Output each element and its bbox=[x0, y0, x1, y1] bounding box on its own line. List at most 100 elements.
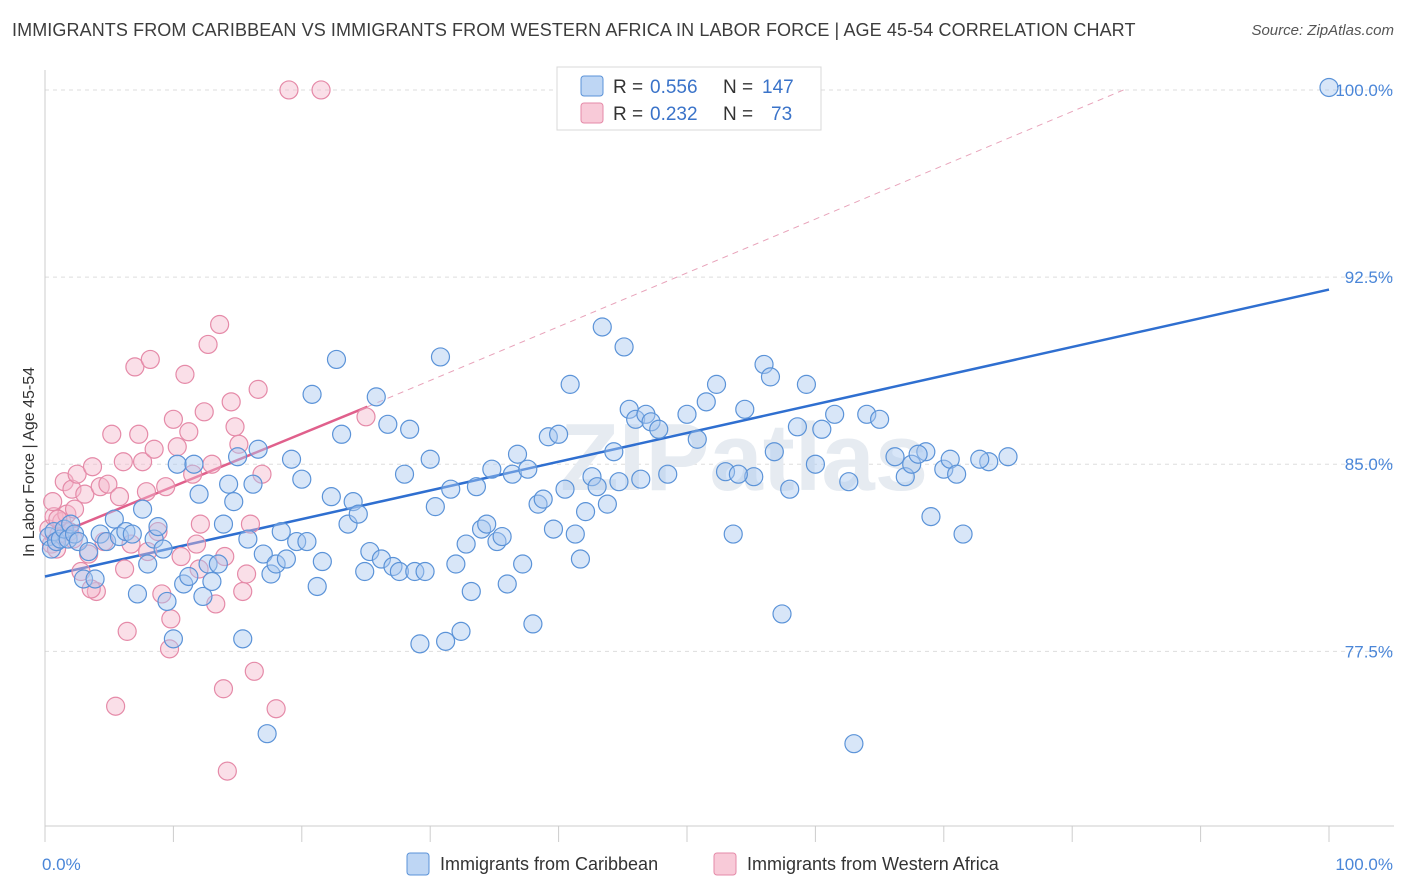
caribbean-point bbox=[744, 467, 764, 487]
caribbean-point bbox=[921, 507, 941, 527]
caribbean-point bbox=[297, 531, 317, 552]
caribbean-point bbox=[570, 549, 591, 569]
western-africa-point bbox=[171, 546, 191, 567]
western-africa-point bbox=[140, 349, 160, 370]
caribbean-point bbox=[723, 524, 743, 544]
western-africa-point bbox=[67, 464, 87, 484]
caribbean-point bbox=[405, 561, 425, 582]
legend-r-label: R = bbox=[613, 77, 643, 98]
caribbean-point bbox=[321, 487, 341, 507]
western-africa-trend-extension bbox=[367, 89, 1124, 408]
western-africa-point bbox=[136, 482, 157, 502]
caribbean-point bbox=[122, 524, 142, 544]
caribbean-point bbox=[307, 576, 327, 597]
caribbean-point bbox=[482, 459, 502, 479]
western-africa-point bbox=[81, 579, 101, 599]
source-label: Source: ZipAtlas.com bbox=[1251, 22, 1394, 39]
caribbean-point bbox=[394, 464, 415, 484]
western-africa-point bbox=[233, 581, 253, 602]
caribbean-point bbox=[582, 467, 602, 487]
caribbean-point bbox=[735, 399, 755, 419]
trend-lines bbox=[44, 89, 1330, 578]
western-africa-point bbox=[215, 546, 235, 567]
caribbean-point bbox=[228, 447, 248, 467]
western-africa-point bbox=[159, 639, 180, 659]
caribbean-point bbox=[189, 484, 209, 504]
caribbean-point bbox=[477, 514, 497, 534]
legend-r-label: R = bbox=[613, 104, 643, 125]
caribbean-point bbox=[97, 531, 117, 552]
western-africa-point bbox=[129, 424, 149, 444]
caribbean-point bbox=[425, 497, 445, 517]
western-africa-point bbox=[161, 609, 181, 629]
caribbean-point bbox=[604, 442, 624, 462]
caribbean-trend-line bbox=[44, 288, 1330, 578]
bottom-legend-swatch-western-africa bbox=[713, 852, 737, 876]
caribbean-point bbox=[565, 524, 585, 544]
caribbean-point bbox=[415, 561, 435, 582]
caribbean-point bbox=[360, 541, 380, 562]
y-tick-label: 92.5% bbox=[1345, 268, 1393, 287]
caribbean-point bbox=[706, 374, 727, 394]
legend-n-western-africa: 73 bbox=[771, 104, 792, 125]
caribbean-point bbox=[641, 412, 661, 432]
caribbean-point bbox=[902, 454, 922, 474]
western-africa-trend-line bbox=[44, 405, 368, 541]
caribbean-point bbox=[127, 584, 148, 604]
caribbean-point bbox=[513, 554, 533, 574]
caribbean-point bbox=[451, 621, 471, 641]
caribbean-point bbox=[257, 724, 277, 744]
western-africa-point bbox=[311, 80, 331, 100]
western-africa-point bbox=[121, 534, 141, 554]
western-africa-point bbox=[82, 457, 103, 477]
caribbean-point bbox=[132, 499, 153, 519]
bottom-legend: Immigrants from Caribbean Immigrants fro… bbox=[406, 852, 1000, 876]
caribbean-point bbox=[998, 447, 1018, 467]
caribbean-point bbox=[916, 442, 936, 462]
western-africa-point bbox=[356, 407, 376, 427]
caribbean-point bbox=[261, 564, 281, 584]
caribbean-point bbox=[839, 472, 859, 492]
caribbean-point bbox=[85, 569, 105, 589]
caribbean-point bbox=[533, 489, 553, 509]
legend-swatch-caribbean bbox=[580, 75, 604, 97]
caribbean-point bbox=[430, 347, 451, 367]
caribbean-point bbox=[436, 631, 456, 651]
western-africa-point bbox=[244, 661, 264, 681]
western-africa-point bbox=[115, 559, 135, 579]
caribbean-point bbox=[400, 419, 420, 439]
y-tick-label: 77.5% bbox=[1345, 642, 1393, 661]
caribbean-point bbox=[780, 479, 800, 499]
tick-labels: 77.5% 85.0% 92.5% 100.0% 0.0% 100.0% bbox=[42, 81, 1393, 874]
western-africa-point bbox=[144, 439, 164, 459]
caribbean-point bbox=[179, 566, 199, 587]
western-africa-point bbox=[225, 417, 245, 437]
caribbean-point bbox=[312, 551, 332, 572]
caribbean-point bbox=[543, 519, 564, 539]
caribbean-point bbox=[355, 561, 375, 582]
western-africa-point bbox=[189, 559, 209, 579]
caribbean-point bbox=[507, 444, 528, 464]
western-africa-point bbox=[213, 679, 234, 699]
bottom-legend-caribbean: Immigrants from Caribbean bbox=[440, 854, 658, 874]
legend-r-western-africa: 0.232 bbox=[650, 104, 698, 125]
caribbean-point bbox=[238, 529, 258, 549]
y-tick-label: 85.0% bbox=[1345, 455, 1393, 474]
caribbean-point bbox=[825, 404, 845, 424]
caribbean-point bbox=[366, 387, 386, 407]
caribbean-point bbox=[193, 586, 213, 607]
western-africa-point bbox=[75, 484, 95, 504]
western-africa-point bbox=[266, 699, 286, 719]
caribbean-point bbox=[343, 492, 363, 512]
western-africa-point bbox=[163, 409, 183, 429]
caribbean-point bbox=[446, 554, 466, 574]
western-africa-point bbox=[186, 534, 207, 554]
caribbean-point bbox=[787, 417, 808, 437]
western-africa-point bbox=[167, 437, 187, 457]
chart-title: IMMIGRANTS FROM CARIBBEAN VS IMMIGRANTS … bbox=[12, 20, 1136, 40]
x-tick-label: 100.0% bbox=[1335, 855, 1393, 874]
caribbean-point bbox=[441, 479, 461, 499]
caribbean-point bbox=[213, 514, 234, 534]
caribbean-point bbox=[219, 474, 239, 494]
